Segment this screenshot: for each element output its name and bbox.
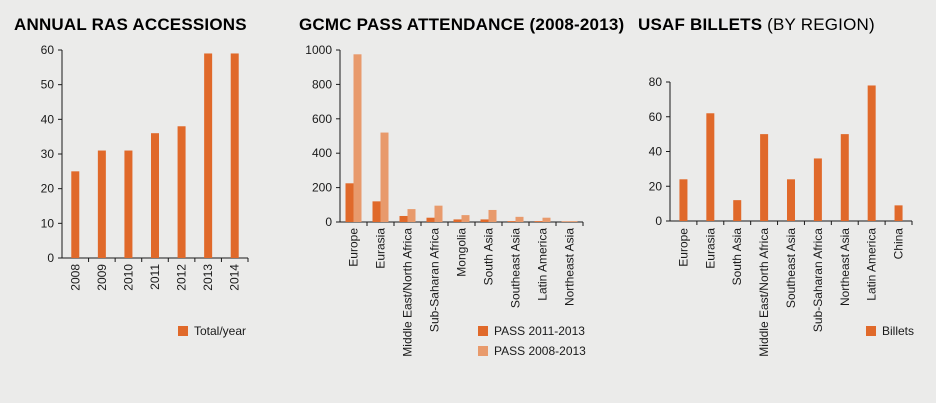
chart1-x-label: 2011 [148,264,162,290]
chart2-bar-s2-6 [515,216,524,222]
chart3-bar-3 [760,134,769,221]
chart1-x-label: 2009 [95,264,109,291]
chart3-x-label: Latin America [865,228,879,301]
chart2-plot: 0 200 400 600 800 1000 Europe Eurasia Middle Eas… [305,43,586,358]
chart3-y-tick-label: 40 [649,145,663,159]
chart3-bar-0 [679,179,688,221]
chart2-bar-s1-4 [453,219,462,222]
chart3-x-label: Sub-Saharan Africa [811,228,825,332]
chart1-x-label: 2013 [201,264,215,291]
chart2-x-label: Southeast Asia [509,228,523,308]
chart3-y-tick-label: 20 [649,179,663,193]
chart1-y-tick-label: 30 [41,147,55,161]
chart2-x-label: Eurasia [374,228,388,269]
chart1-legend-swatch [178,326,188,336]
chart3-x-label: Northeast Asia [838,228,852,306]
chart1-bar-3 [151,133,159,258]
chart2-legend-swatch [478,326,488,336]
chart2-y-tick-label: 200 [312,181,332,195]
chart1-title: ANNUAL RAS ACCESSIONS [14,15,247,34]
chart1-bar-6 [230,53,239,258]
chart2-x-label: Northeast Asia [563,228,577,306]
chart3-bar-2 [733,200,742,221]
chart1-bar-5 [204,53,213,258]
chart1-x-label: 2010 [121,264,135,291]
chart3-y-tick-label: 60 [649,110,663,124]
chart2-bar-s2-2 [407,209,416,222]
chart3-bar-8 [894,205,903,221]
chart1-y-tick-label: 60 [41,43,55,57]
chart2-x-label: Middle East/North Africa [401,228,415,357]
chart2-x-label: Sub-Saharan Africa [428,228,442,332]
chart1-y-tick-label: 0 [47,251,54,265]
chart1-y-tick-label: 50 [41,78,55,92]
chart2-bar-s2-1 [380,132,389,222]
chart1-x-label: 2012 [175,264,189,291]
chart3-bar-5 [813,158,822,221]
chart2-y-tick-label: 400 [312,146,332,160]
chart2-x-label: Mongolia [455,228,469,277]
chart3-x-label: Europe [676,228,690,267]
chart3-plot: 0 20 40 60 80 Europe Eurasia South Asia Middle E… [649,75,914,357]
chart3-x-label: Southeast Asia [784,228,798,308]
chart2-x-label: South Asia [482,228,496,286]
chart1-bar-4 [177,126,186,259]
chart3-title: USAF BILLETS (BY REGION) [638,15,875,34]
chart3-bar-1 [706,113,715,221]
chart2-legend-swatch [478,346,488,356]
chart3-x-label: South Asia [730,228,744,286]
chart2-y-tick-label: 600 [312,112,332,126]
chart3-legend-label: Billets [882,324,914,338]
chart2-bar-s1-6 [507,221,516,222]
chart2-y-tick-label: 800 [312,77,332,91]
chart1-bar-1 [97,150,106,258]
chart1-plot: 0 10 20 30 40 50 60 2008 2009 2010 2011 2012 2013 201… [41,43,249,338]
chart3-x-label: Middle East/North Africa [757,228,771,357]
chart3-title-main: USAF BILLETS [638,15,762,34]
chart2-bar-s1-2 [399,215,408,222]
chart1-y-tick-label: 20 [41,182,55,196]
chart2-bar-s2-7 [542,217,551,222]
chart2-y-tick-label: 0 [325,215,332,229]
chart2-bar-s2-4 [461,215,470,222]
chart2-bar-s1-3 [426,217,435,222]
chart3-x-label: Eurasia [703,228,717,269]
chart3-title-suffix: (BY REGION) [762,15,875,34]
chart3-x-label: China [892,228,906,260]
chart2-bar-s2-3 [434,205,443,222]
chart2-bar-s1-8 [561,221,570,222]
chart2-legend-label: PASS 2011-2013 [494,324,585,338]
chart3-y-tick-label: 80 [649,75,663,89]
chart2-bar-s2-5 [488,209,497,222]
chart1-y-tick-label: 40 [41,112,55,126]
chart2-bar-s1-0 [345,183,354,222]
chart3-legend-swatch [866,326,876,336]
chart1-x-label: 2008 [68,264,82,291]
chart2-bar-s1-1 [372,201,381,222]
chart1-bar-0 [71,171,80,258]
chart2-legend-label: PASS 2008-2013 [494,344,586,358]
chart2-bar-s2-0 [353,54,362,222]
chart2-bar-s1-5 [480,219,489,222]
chart3-y-tick-label: 0 [655,214,662,228]
chart2-bar-s2-8 [569,221,578,222]
chart3-bar-7 [867,85,876,221]
chart2-title: GCMC PASS ATTENDANCE (2008-2013) [299,15,624,34]
chart3-bar-4 [787,179,795,221]
chart1-legend-label: Total/year [194,324,246,338]
chart2-y-tick-label: 1000 [305,43,332,57]
chart2-x-label: Latin America [536,228,550,301]
chart2-x-label: Europe [347,228,361,267]
chart1-bar-2 [124,150,133,258]
chart1-y-tick-label: 10 [41,216,55,230]
chart3-bar-6 [840,134,849,221]
chart1-x-label: 2014 [228,264,242,291]
chart2-bar-s1-7 [534,221,543,222]
